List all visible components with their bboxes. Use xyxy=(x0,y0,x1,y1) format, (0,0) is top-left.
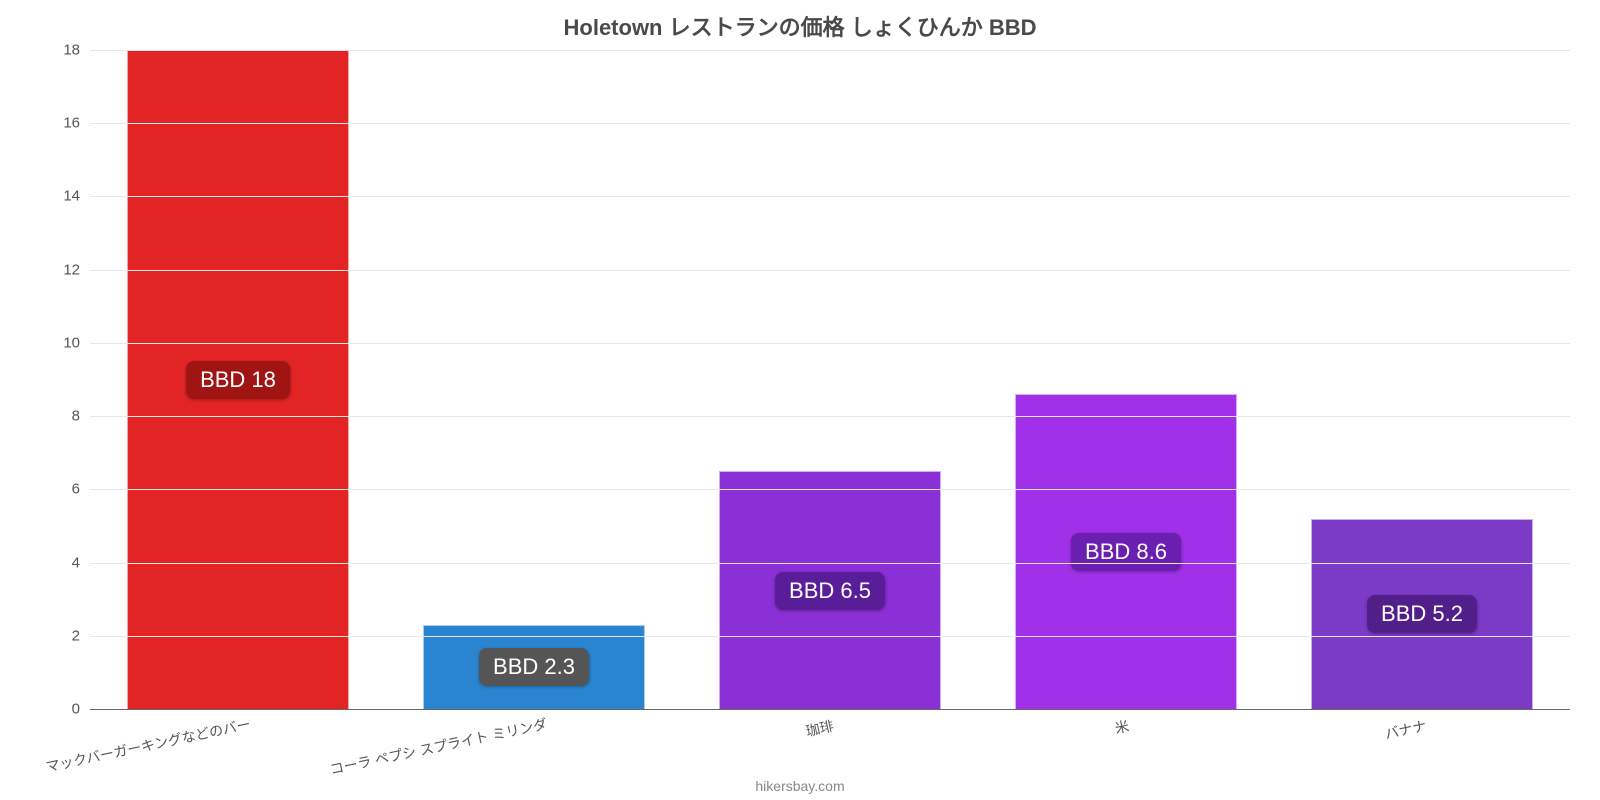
value-badge: BBD 5.2 xyxy=(1367,595,1477,633)
grid-line xyxy=(90,416,1570,417)
bar-slot: BBD 18 xyxy=(90,50,386,709)
y-tick-label: 10 xyxy=(63,334,80,351)
value-badge: BBD 8.6 xyxy=(1071,533,1181,571)
plot-area: BBD 18BBD 2.3BBD 6.5BBD 8.6BBD 5.2 02468… xyxy=(90,50,1570,710)
value-badge: BBD 18 xyxy=(186,361,290,399)
bar: BBD 2.3 xyxy=(423,625,645,709)
bar: BBD 6.5 xyxy=(719,471,941,709)
bar: BBD 5.2 xyxy=(1311,519,1533,709)
grid-line xyxy=(90,196,1570,197)
grid-line xyxy=(90,270,1570,271)
bar: BBD 18 xyxy=(127,50,349,709)
bars-container: BBD 18 BBD 2.3 BBD 6.5 BBD 8.6 BBD 5.2 xyxy=(90,50,1570,709)
y-tick-label: 12 xyxy=(63,261,80,278)
x-tick-label: バナナ xyxy=(1383,716,1428,744)
bar-slot: BBD 8.6 xyxy=(978,50,1274,709)
x-tick-label: 珈琲 xyxy=(804,716,836,741)
grid-line xyxy=(90,489,1570,490)
credit-text: hikersbay.com xyxy=(0,778,1600,794)
x-tick-label: マックバーガーキングなどのバー xyxy=(44,714,252,777)
y-tick-label: 4 xyxy=(72,554,80,571)
chart-title: Holetown レストランの価格 しょくひんか BBD xyxy=(0,10,1600,42)
y-tick-label: 0 xyxy=(72,701,80,718)
bar-slot: BBD 5.2 xyxy=(1274,50,1570,709)
grid-line xyxy=(90,123,1570,124)
y-tick-label: 2 xyxy=(72,627,80,644)
grid-line xyxy=(90,563,1570,564)
x-tick-label: 米 xyxy=(1113,716,1131,738)
price-bar-chart: Holetown レストランの価格 しょくひんか BBD BBD 18 BBD 2… xyxy=(0,0,1600,800)
bar-slot: BBD 6.5 xyxy=(682,50,978,709)
bar-slot: BBD 2.3 xyxy=(386,50,682,709)
grid-line xyxy=(90,343,1570,344)
y-tick-label: 18 xyxy=(63,42,80,59)
grid-line xyxy=(90,636,1570,637)
y-tick-label: 8 xyxy=(72,408,80,425)
value-badge: BBD 6.5 xyxy=(775,572,885,610)
grid-line xyxy=(90,50,1570,51)
y-tick-label: 6 xyxy=(72,481,80,498)
value-badge: BBD 2.3 xyxy=(479,648,589,686)
bar: BBD 8.6 xyxy=(1015,394,1237,709)
y-tick-label: 16 xyxy=(63,115,80,132)
y-tick-label: 14 xyxy=(63,188,80,205)
